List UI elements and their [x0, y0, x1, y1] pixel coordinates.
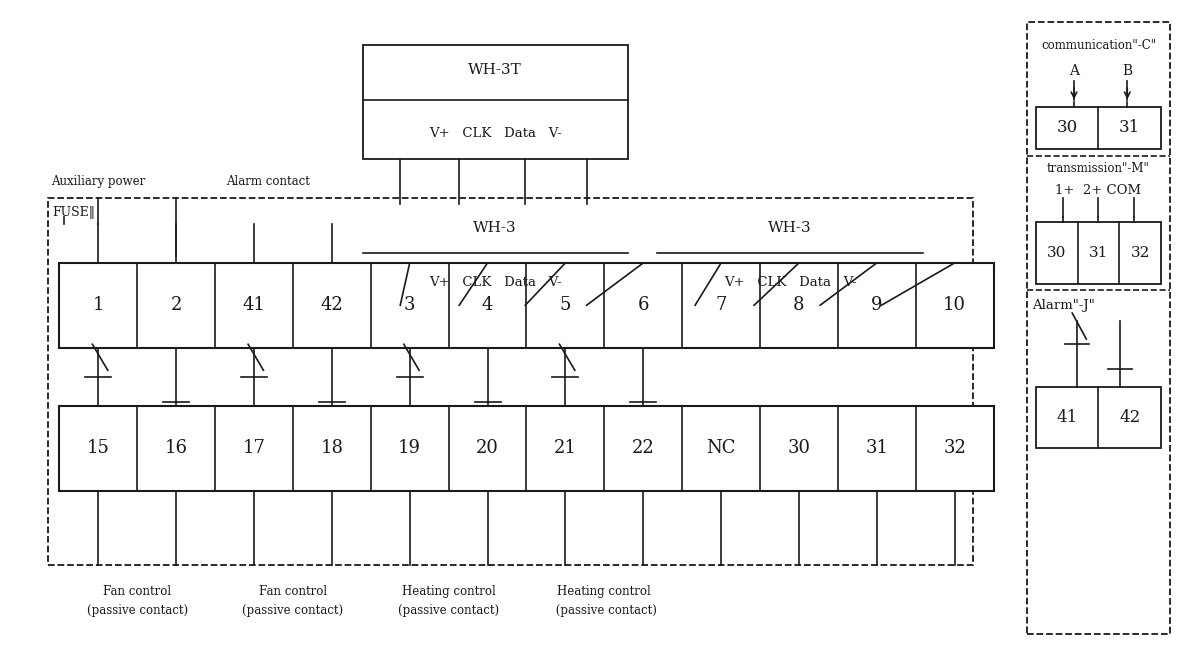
Text: (passive contact): (passive contact) — [87, 604, 187, 617]
Text: 18: 18 — [320, 440, 344, 457]
Text: 32: 32 — [943, 440, 966, 457]
Text: 5: 5 — [559, 297, 571, 314]
Text: 42: 42 — [320, 297, 344, 314]
Text: 3: 3 — [404, 297, 416, 314]
Text: 41: 41 — [243, 297, 265, 314]
Text: WH-3: WH-3 — [473, 220, 517, 235]
Bar — [363, 205, 628, 305]
Text: 1: 1 — [92, 297, 104, 314]
Text: Alarm"-J": Alarm"-J" — [1032, 298, 1095, 312]
Bar — [1026, 22, 1171, 634]
Text: FUSE‖: FUSE‖ — [52, 207, 95, 219]
Bar — [47, 198, 973, 565]
Text: 31: 31 — [1089, 246, 1108, 260]
Bar — [59, 406, 993, 491]
Text: Alarm contact: Alarm contact — [226, 175, 310, 188]
Text: 2: 2 — [171, 297, 181, 314]
Text: 9: 9 — [871, 297, 883, 314]
Text: (passive contact): (passive contact) — [398, 604, 499, 617]
Text: 42: 42 — [1119, 409, 1140, 426]
Text: 41: 41 — [1057, 409, 1078, 426]
Text: WH-3T: WH-3T — [468, 63, 523, 77]
Text: 10: 10 — [943, 297, 966, 314]
Text: 31: 31 — [1119, 119, 1140, 136]
Text: communication"-C": communication"-C" — [1040, 39, 1157, 52]
Text: 30: 30 — [1057, 119, 1078, 136]
Text: 21: 21 — [553, 440, 577, 457]
Text: NC: NC — [706, 440, 736, 457]
Bar — [1036, 222, 1161, 284]
Text: 16: 16 — [165, 440, 187, 457]
Text: 30: 30 — [1048, 246, 1066, 260]
Text: 22: 22 — [632, 440, 654, 457]
Text: 1+  2+ COM: 1+ 2+ COM — [1056, 184, 1141, 197]
Text: 19: 19 — [398, 440, 421, 457]
Text: B: B — [1122, 64, 1133, 78]
Text: Fan control: Fan control — [258, 585, 327, 598]
Bar — [1036, 107, 1161, 149]
Text: A: A — [1069, 64, 1080, 78]
Text: 30: 30 — [787, 440, 811, 457]
Text: V+   CLK   Data   V-: V+ CLK Data V- — [429, 276, 562, 289]
Text: V+   CLK   Data   V-: V+ CLK Data V- — [724, 276, 857, 289]
Text: 31: 31 — [865, 440, 889, 457]
Text: 15: 15 — [87, 440, 110, 457]
Text: 32: 32 — [1130, 246, 1149, 260]
Bar — [658, 205, 923, 305]
Text: Heating control: Heating control — [557, 585, 652, 598]
Text: transmission"-M": transmission"-M" — [1048, 162, 1149, 175]
Text: V+   CLK   Data   V-: V+ CLK Data V- — [429, 127, 562, 140]
Text: 7: 7 — [716, 297, 726, 314]
Text: Fan control: Fan control — [103, 585, 172, 598]
Bar — [59, 263, 993, 348]
Text: 8: 8 — [793, 297, 805, 314]
Bar — [363, 45, 628, 159]
Text: 17: 17 — [243, 440, 265, 457]
Bar — [1036, 386, 1161, 448]
Text: (passive contact): (passive contact) — [552, 604, 656, 617]
Text: Auxiliary power: Auxiliary power — [51, 175, 146, 188]
Text: 6: 6 — [638, 297, 649, 314]
Text: (passive contact): (passive contact) — [243, 604, 344, 617]
Text: Heating control: Heating control — [402, 585, 495, 598]
Text: WH-3: WH-3 — [768, 220, 812, 235]
Text: 20: 20 — [476, 440, 499, 457]
Text: 4: 4 — [482, 297, 493, 314]
